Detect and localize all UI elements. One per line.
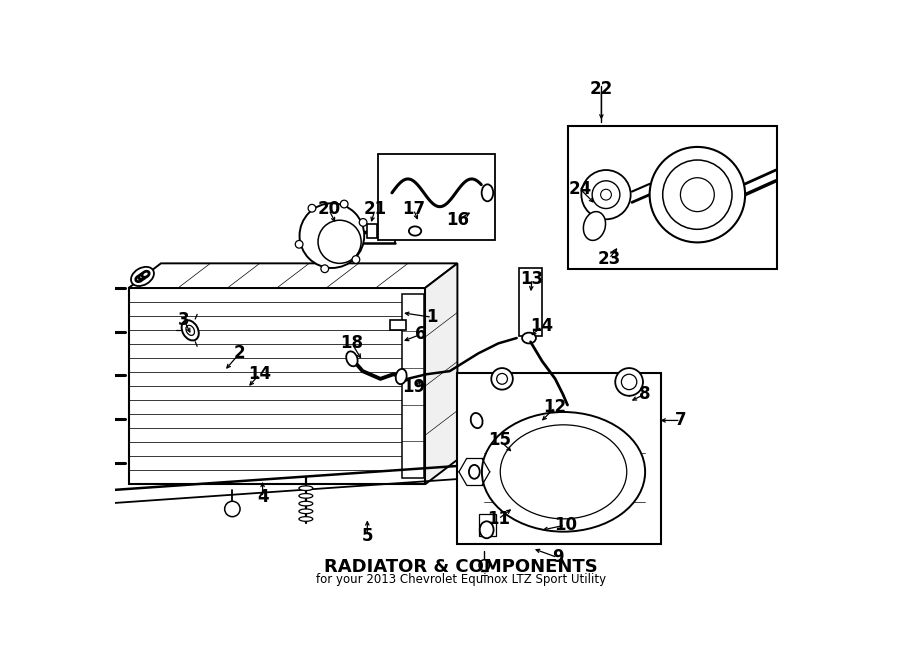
Circle shape (650, 147, 745, 243)
Text: 5: 5 (362, 527, 374, 545)
Polygon shape (129, 263, 457, 288)
Text: 23: 23 (598, 250, 621, 268)
Text: 10: 10 (554, 516, 577, 534)
Circle shape (479, 560, 490, 570)
Text: 4: 4 (256, 488, 268, 506)
Circle shape (352, 256, 360, 263)
Bar (391, 319, 406, 330)
Ellipse shape (299, 486, 313, 490)
Ellipse shape (482, 184, 493, 202)
Bar (378, 154, 495, 240)
Ellipse shape (500, 425, 626, 519)
Bar (402, 294, 424, 478)
Circle shape (621, 374, 637, 389)
Ellipse shape (139, 274, 146, 280)
Text: 3: 3 (178, 311, 190, 329)
Text: 15: 15 (488, 432, 511, 449)
Text: 21: 21 (364, 200, 387, 218)
Circle shape (680, 178, 715, 212)
Ellipse shape (131, 267, 154, 286)
Text: 22: 22 (590, 81, 613, 98)
Circle shape (295, 241, 303, 248)
Circle shape (581, 170, 631, 219)
Circle shape (321, 265, 328, 272)
Text: 14: 14 (530, 317, 554, 336)
Circle shape (497, 373, 508, 384)
Circle shape (491, 368, 513, 389)
Ellipse shape (299, 517, 313, 522)
Text: 1: 1 (427, 308, 437, 327)
Text: RADIATOR & COMPONENTS: RADIATOR & COMPONENTS (324, 558, 598, 576)
Text: 18: 18 (340, 334, 364, 352)
Ellipse shape (409, 226, 421, 235)
Circle shape (616, 368, 643, 396)
Text: 9: 9 (552, 549, 563, 566)
Circle shape (592, 181, 620, 208)
Bar (519, 268, 542, 336)
Ellipse shape (480, 522, 493, 538)
Bar (568, 126, 777, 269)
Bar (129, 288, 425, 485)
Text: 16: 16 (446, 212, 469, 229)
Ellipse shape (482, 412, 645, 531)
Text: 8: 8 (639, 385, 651, 403)
Ellipse shape (396, 369, 407, 384)
Ellipse shape (469, 465, 480, 479)
Ellipse shape (471, 413, 482, 428)
Circle shape (308, 204, 316, 212)
Bar (367, 224, 376, 238)
Ellipse shape (299, 509, 313, 514)
Ellipse shape (182, 320, 199, 340)
Text: 17: 17 (402, 200, 425, 218)
Circle shape (225, 501, 240, 517)
Text: 2: 2 (234, 344, 246, 362)
Circle shape (662, 160, 732, 229)
Text: 20: 20 (317, 200, 340, 218)
Bar (457, 373, 662, 543)
Ellipse shape (299, 494, 313, 498)
Ellipse shape (583, 212, 606, 241)
Ellipse shape (299, 501, 313, 506)
Ellipse shape (136, 276, 143, 282)
Bar (479, 514, 496, 536)
Text: 14: 14 (248, 366, 271, 383)
Ellipse shape (346, 352, 357, 366)
Ellipse shape (142, 271, 149, 278)
Circle shape (359, 219, 367, 226)
Circle shape (300, 204, 364, 268)
Circle shape (340, 200, 348, 208)
Text: 24: 24 (569, 180, 592, 198)
Ellipse shape (522, 332, 536, 344)
Ellipse shape (186, 325, 194, 335)
Text: 6: 6 (416, 325, 427, 343)
Text: 13: 13 (520, 270, 544, 288)
Circle shape (318, 220, 361, 263)
Text: 7: 7 (675, 411, 687, 430)
Text: 12: 12 (544, 399, 567, 416)
Polygon shape (425, 263, 457, 485)
Text: 19: 19 (402, 377, 425, 395)
Text: for your 2013 Chevrolet Equinox LTZ Sport Utility: for your 2013 Chevrolet Equinox LTZ Spor… (316, 572, 607, 586)
Circle shape (600, 189, 611, 200)
Text: 11: 11 (487, 510, 509, 528)
